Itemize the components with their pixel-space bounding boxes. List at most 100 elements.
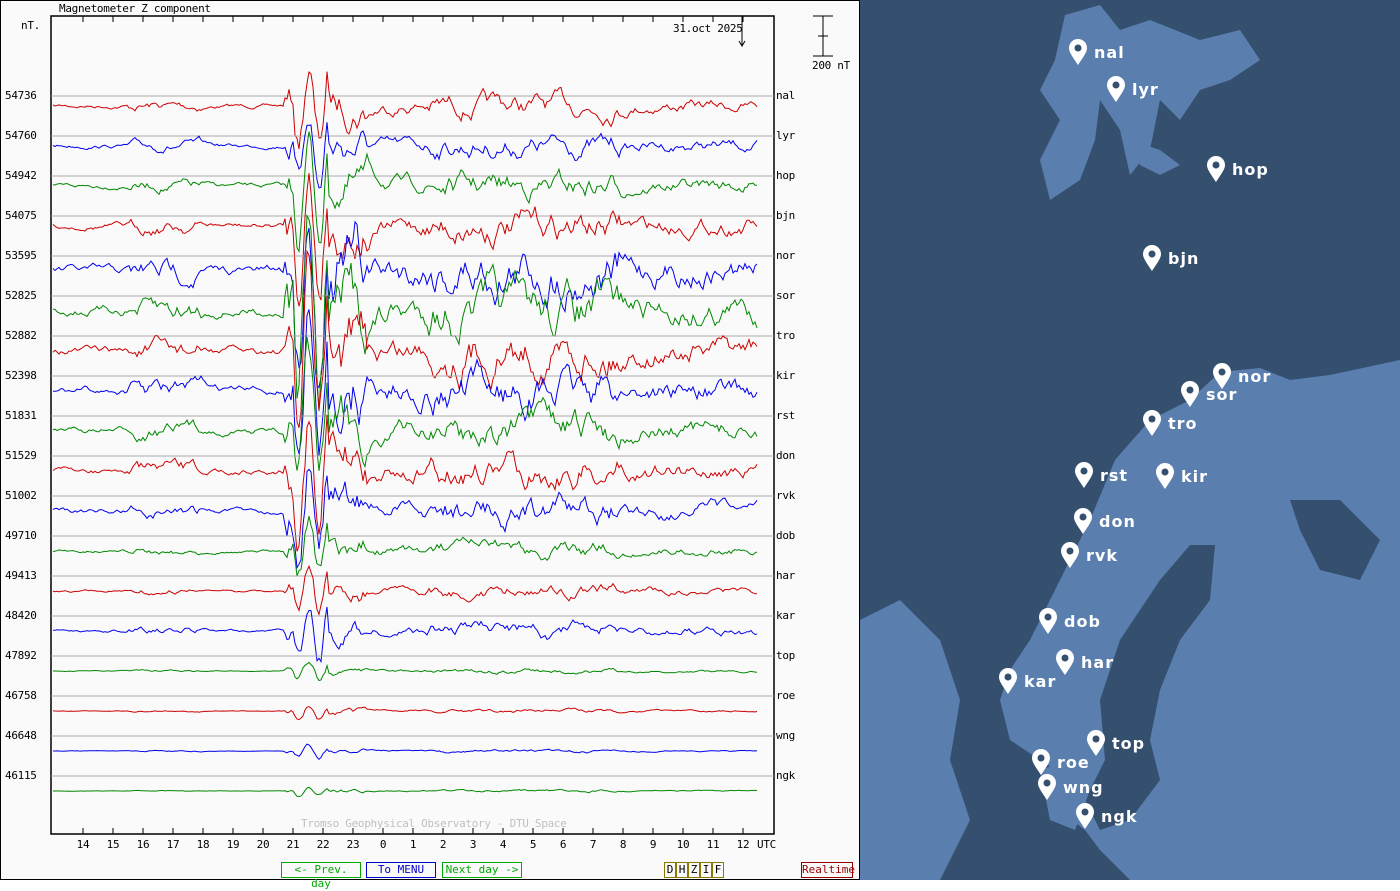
station-marker-top[interactable]: top (1086, 729, 1145, 757)
station-marker-roe[interactable]: roe (1031, 748, 1090, 776)
station-marker-sor[interactable]: sor (1180, 380, 1237, 408)
baseline-value-nor: 53595 (5, 249, 37, 262)
baseline-value-tro: 52882 (5, 329, 37, 342)
trace-sor (53, 213, 758, 412)
station-label-don: don (776, 449, 795, 462)
baseline-value-kar: 48420 (5, 609, 37, 622)
map-pin-icon (1039, 608, 1057, 634)
baseline-value-kir: 52398 (5, 369, 37, 382)
station-marker-label: nor (1238, 366, 1272, 386)
map-pin-icon (1143, 410, 1161, 436)
station-label-kir: kir (776, 369, 795, 382)
x-tick-label: 19 (226, 838, 240, 851)
current-time-arrow (738, 16, 746, 47)
x-tick-label: 9 (649, 838, 657, 851)
station-marker-lyr[interactable]: lyr (1106, 75, 1159, 103)
trace-tro (52, 249, 758, 428)
baseline-value-nal: 54736 (5, 89, 37, 102)
realtime-button[interactable]: Realtime (801, 862, 855, 878)
trace-lyr (52, 122, 758, 189)
trace-bjn (52, 173, 758, 307)
x-tick-label: 16 (136, 838, 150, 851)
station-label-lyr: lyr (776, 129, 795, 142)
trace-don (52, 414, 758, 552)
x-tick-label: 10 (676, 838, 690, 851)
trace-nal (52, 70, 758, 150)
station-marker-ngk[interactable]: ngk (1075, 802, 1137, 830)
prev-day-button[interactable]: <- Prev. day (281, 862, 361, 890)
station-label-dob: dob (776, 529, 795, 542)
baseline-value-rst: 51831 (5, 409, 37, 422)
component-d-button[interactable]: D (664, 862, 676, 878)
x-tick-label: 4 (499, 838, 507, 851)
station-label-rvk: rvk (776, 489, 795, 502)
x-tick-label: 6 (559, 838, 567, 851)
component-i-button[interactable]: I (700, 862, 712, 878)
station-marker-label: sor (1206, 384, 1238, 404)
scale-label: 200 nT (812, 59, 850, 72)
station-marker-label: dob (1064, 611, 1101, 631)
trace-rst (52, 337, 758, 471)
station-label-hop: hop (776, 169, 795, 182)
trace-roe (52, 706, 758, 721)
magnetometer-plot (50, 15, 833, 835)
baseline-value-top: 47892 (5, 649, 37, 662)
component-f-button[interactable]: F (712, 862, 724, 878)
station-label-nor: nor (776, 249, 795, 262)
baseline-value-dob: 49710 (5, 529, 37, 542)
component-selector: D H Z I F (664, 862, 724, 878)
map-pin-icon (999, 668, 1017, 694)
baseline-value-roe: 46758 (5, 689, 37, 702)
station-marker-label: don (1099, 511, 1136, 531)
x-tick-label: 15 (106, 838, 120, 851)
x-tick-label: 23 (346, 838, 360, 851)
x-tick-label: 20 (256, 838, 270, 851)
to-menu-button[interactable]: To MENU (366, 862, 436, 878)
station-marker-nal[interactable]: nal (1068, 38, 1125, 66)
map-pin-icon (1207, 156, 1225, 182)
trace-har (52, 564, 758, 617)
map-pin-icon (1061, 542, 1079, 568)
x-tick-label: 21 (286, 838, 300, 851)
station-label-kar: kar (776, 609, 795, 622)
baseline-value-har: 49413 (5, 569, 37, 582)
station-marker-label: wng (1063, 777, 1104, 797)
map-pin-icon (1213, 363, 1231, 389)
station-marker-label: top (1112, 733, 1146, 753)
station-label-bjn: bjn (776, 209, 795, 222)
map-pin-icon (1156, 463, 1174, 489)
station-marker-kar[interactable]: kar (998, 667, 1056, 695)
x-tick-label: 12 (736, 838, 750, 851)
station-marker-rvk[interactable]: rvk (1060, 541, 1118, 569)
trace-hop (52, 131, 757, 254)
station-marker-label: kir (1181, 466, 1209, 486)
station-marker-label: nal (1094, 42, 1125, 62)
station-marker-wng[interactable]: wng (1037, 773, 1104, 801)
station-marker-label: kar (1024, 671, 1057, 691)
trace-kar (53, 606, 758, 664)
map-pin-icon (1056, 649, 1074, 675)
station-marker-bjn[interactable]: bjn (1142, 244, 1199, 272)
station-marker-hop[interactable]: hop (1206, 155, 1269, 183)
station-marker-har[interactable]: har (1055, 648, 1114, 676)
station-marker-rst[interactable]: rst (1074, 461, 1128, 489)
station-label-rst: rst (776, 409, 795, 422)
station-marker-don[interactable]: don (1073, 507, 1136, 535)
station-marker-label: lyr (1132, 79, 1159, 99)
baseline-value-lyr: 54760 (5, 129, 37, 142)
component-h-button[interactable]: H (676, 862, 688, 878)
station-marker-kir[interactable]: kir (1155, 462, 1208, 490)
next-day-button[interactable]: Next day -> (442, 862, 522, 878)
station-marker-tro[interactable]: tro (1142, 409, 1198, 437)
station-marker-label: roe (1057, 752, 1090, 772)
map-pin-icon (1076, 803, 1094, 829)
component-z-button[interactable]: Z (688, 862, 700, 878)
station-label-sor: sor (776, 289, 795, 302)
baseline-value-don: 51529 (5, 449, 37, 462)
map-pin-icon (1075, 462, 1093, 488)
station-marker-label: rst (1100, 465, 1129, 485)
station-marker-nor[interactable]: nor (1212, 362, 1271, 390)
station-marker-dob[interactable]: dob (1038, 607, 1101, 635)
x-tick-label: 7 (589, 838, 597, 851)
station-label-top: top (776, 649, 795, 662)
